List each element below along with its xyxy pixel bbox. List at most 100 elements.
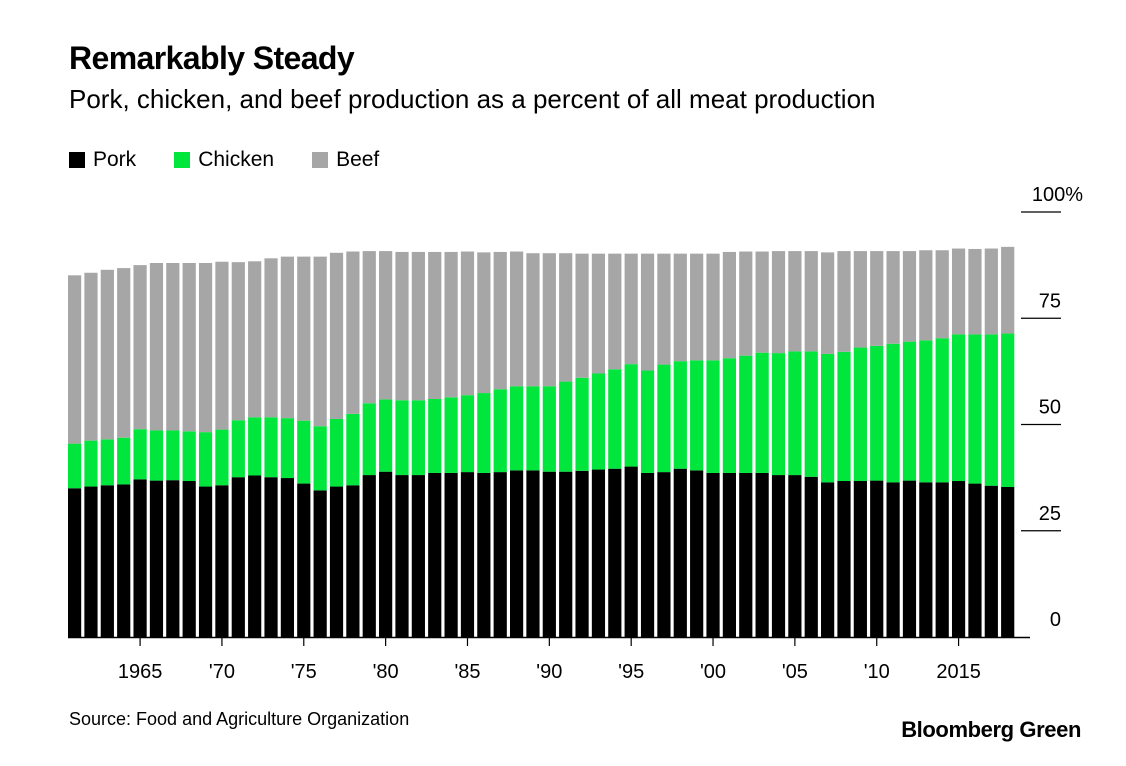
bar-chicken-1986: [477, 393, 491, 473]
bar-chicken-2016: [968, 334, 982, 484]
bar-pork-1989: [526, 470, 540, 637]
legend-label-beef: Beef: [336, 148, 380, 171]
bar-pork-1968: [182, 481, 196, 637]
bar-chicken-1994: [608, 369, 622, 469]
bar-chicken-2011: [886, 343, 900, 483]
bar-pork-1967: [166, 480, 180, 637]
bar-chicken-1970: [215, 429, 229, 486]
bar-beef-2005: [788, 251, 802, 352]
bar-beef-1968: [182, 263, 196, 432]
bar-chicken-1991: [559, 381, 573, 472]
bar-chicken-1974: [280, 418, 295, 479]
x-tick-label-1965: 1965: [118, 661, 163, 683]
bar-beef-1962: [84, 272, 98, 441]
bar-pork-1964: [117, 484, 131, 637]
bar-pork-1998: [673, 468, 687, 637]
bar-chicken-1961: [68, 443, 82, 489]
bar-beef-2014: [935, 250, 949, 339]
bar-beef-2007: [821, 252, 835, 354]
bar-chicken-1992: [575, 377, 589, 471]
bar-chicken-1980: [379, 399, 393, 472]
bar-beef-1967: [166, 263, 180, 431]
bar-pork-1996: [640, 472, 655, 637]
bar-beef-1970: [215, 261, 229, 430]
bar-beef-1999: [690, 253, 704, 361]
legend: Pork Chicken Beef: [69, 147, 417, 173]
bar-chicken-1981: [395, 400, 409, 476]
bar-chicken-2010: [870, 345, 884, 481]
y-tick-label-0: 0: [1050, 609, 1061, 631]
bar-chicken-2014: [935, 338, 949, 483]
bar-chicken-1996: [640, 370, 655, 473]
bar-pork-1988: [509, 470, 524, 637]
bar-chicken-1985: [460, 395, 475, 473]
x-tick-label-2010: '10: [864, 661, 890, 683]
bar-chicken-2018: [1001, 333, 1015, 487]
bar-beef-2006: [804, 251, 818, 352]
bar-beef-2001: [722, 251, 736, 359]
bar-pork-2014: [935, 482, 949, 637]
bar-chicken-2000: [706, 360, 720, 473]
bar-beef-1972: [248, 261, 262, 418]
bar-pork-1982: [411, 475, 425, 637]
bar-beef-1961: [68, 275, 82, 444]
bar-pork-2016: [968, 483, 982, 637]
bar-beef-1964: [117, 268, 131, 438]
bar-pork-2013: [919, 482, 933, 637]
bar-chicken-1973: [264, 417, 278, 478]
bar-beef-1998: [673, 253, 687, 362]
bar-beef-1997: [657, 253, 671, 365]
bar-pork-2001: [722, 472, 736, 637]
bar-pork-1970: [215, 485, 229, 637]
bar-beef-1974: [280, 256, 295, 419]
bar-pork-1993: [591, 469, 606, 637]
bar-beef-1969: [198, 263, 213, 433]
bar-beef-1984: [444, 251, 458, 398]
bar-pork-2015: [951, 481, 966, 637]
bar-pork-1987: [493, 472, 507, 637]
bar-beef-2011: [886, 251, 900, 344]
bar-pork-2007: [821, 482, 835, 637]
bar-beef-2009: [853, 251, 867, 348]
bar-pork-1992: [575, 470, 589, 637]
bar-beef-1989: [526, 253, 540, 387]
legend-swatch-chicken: [174, 152, 191, 168]
bar-beef-2012: [902, 251, 917, 342]
bar-pork-2000: [706, 472, 720, 637]
bar-chicken-1962: [84, 440, 98, 487]
bar-beef-2018: [1001, 246, 1015, 334]
bar-chicken-1972: [248, 417, 262, 476]
bar-pork-1974: [280, 478, 295, 637]
bar-beef-2017: [984, 248, 998, 335]
source-note: Source: Food and Agriculture Organizatio…: [69, 709, 410, 729]
chart-subtitle: Pork, chicken, and beef production as a …: [69, 84, 876, 114]
bar-beef-1965: [133, 265, 147, 430]
bar-beef-1977: [329, 252, 344, 419]
y-tick-label-100: 100%: [1032, 184, 1083, 206]
x-tick-label-1970: '70: [209, 661, 235, 683]
legend-item-chicken: Chicken: [174, 148, 274, 172]
bar-beef-1986: [477, 252, 491, 394]
legend-swatch-beef: [312, 152, 329, 168]
bar-chicken-1966: [149, 430, 164, 481]
bar-pork-1975: [297, 483, 311, 637]
bar-pork-1994: [608, 468, 622, 637]
bar-beef-1971: [231, 262, 245, 421]
x-tick-label-2015: 2015: [936, 661, 981, 683]
y-tick-label-50: 50: [1039, 397, 1061, 419]
bar-pork-2005: [788, 475, 802, 637]
bar-pork-1977: [329, 486, 344, 637]
bar-beef-2015: [951, 248, 966, 335]
bar-beef-1994: [608, 253, 622, 370]
y-tick-label-75: 75: [1039, 290, 1061, 312]
bar-chicken-1984: [444, 397, 458, 473]
bar-pork-1985: [460, 472, 475, 637]
bar-chicken-2008: [837, 351, 851, 482]
bar-chicken-1978: [346, 413, 360, 486]
bar-pork-1969: [198, 486, 213, 637]
x-tick-label-1975: '75: [291, 661, 317, 683]
x-tick-label-1995: '95: [618, 661, 644, 683]
bar-pork-1978: [346, 485, 360, 637]
bar-beef-1982: [411, 251, 425, 401]
bar-pork-1983: [428, 472, 442, 637]
